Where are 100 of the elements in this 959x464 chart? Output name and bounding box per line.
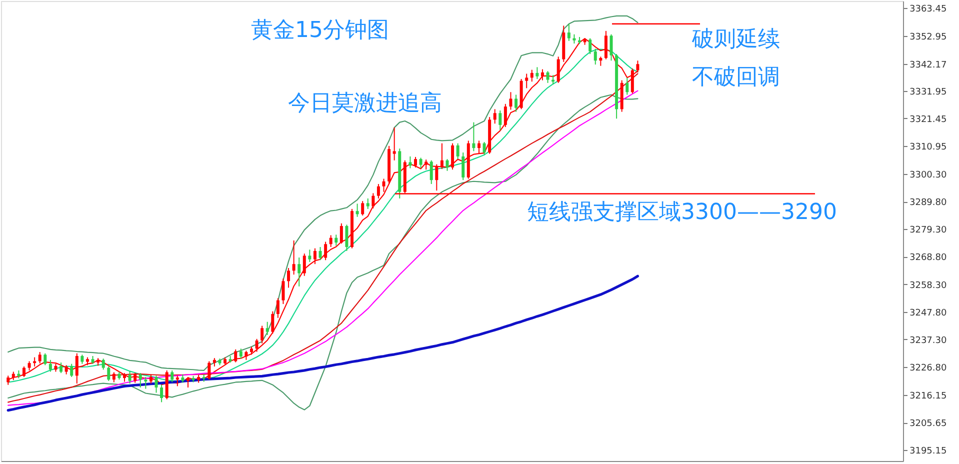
candlestick xyxy=(44,352,47,366)
candlestick xyxy=(493,108,496,124)
candlestick xyxy=(28,360,31,371)
candlestick xyxy=(626,77,629,96)
y-tick-label: 3310.95 xyxy=(910,142,947,153)
candlestick xyxy=(329,234,332,248)
ref-line-label: 短线强支撑区域3300——3290 xyxy=(527,200,837,225)
candlestick xyxy=(382,178,386,192)
candlestick xyxy=(334,234,338,246)
line-series xyxy=(6,274,640,412)
candlestick xyxy=(424,159,428,170)
candlestick xyxy=(514,94,518,112)
candlestick xyxy=(392,127,396,161)
candlestick xyxy=(64,364,68,375)
candlestick xyxy=(260,325,264,344)
y-tick-label: 3279.30 xyxy=(910,226,947,236)
candlestick xyxy=(451,142,454,170)
candlestick xyxy=(38,352,42,364)
candlestick xyxy=(138,372,142,388)
candlestick xyxy=(154,375,158,394)
y-tick-label: 3237.30 xyxy=(910,336,947,346)
candlestick xyxy=(313,248,316,265)
candlestick xyxy=(282,278,285,304)
y-tick-label: 3226.80 xyxy=(910,364,947,374)
y-tick-label: 3363.45 xyxy=(910,4,947,15)
candlestick xyxy=(276,298,280,318)
candlestick xyxy=(588,38,592,55)
candlestick xyxy=(472,122,476,152)
y-tick-label: 3331.95 xyxy=(910,87,947,98)
candlestick xyxy=(435,164,438,192)
candlestick xyxy=(356,203,359,218)
candlestick xyxy=(302,253,306,276)
candlestick xyxy=(244,350,248,360)
candlestick xyxy=(361,200,364,216)
y-tick-label: 3268.80 xyxy=(910,253,947,264)
y-tick-label: 3321.45 xyxy=(910,114,947,125)
candlestick xyxy=(504,103,507,128)
candlestick xyxy=(60,362,63,374)
candlestick xyxy=(530,69,534,82)
y-tick-label: 3216.15 xyxy=(910,391,947,402)
candlestick xyxy=(345,224,348,252)
candlestick xyxy=(372,192,375,209)
candlestick xyxy=(572,34,576,44)
candlestick xyxy=(70,363,74,378)
candlestick xyxy=(594,48,597,66)
candlestick xyxy=(482,141,486,156)
candlestick xyxy=(48,359,52,372)
text: 黄金15分钟图 xyxy=(251,18,389,43)
candlestick xyxy=(440,142,444,170)
candlestick xyxy=(366,198,370,210)
candlestick xyxy=(462,152,465,181)
candlestick xyxy=(80,354,84,364)
candlestick xyxy=(239,348,242,360)
candlestick xyxy=(128,370,132,384)
candlestick xyxy=(567,23,570,42)
candlestick xyxy=(107,366,110,382)
y-tick-label: 3289.80 xyxy=(910,198,947,208)
candlestick xyxy=(170,370,174,383)
candlestick xyxy=(546,70,550,84)
candlestick xyxy=(599,56,602,66)
y-tick-label: 3258.30 xyxy=(910,280,947,291)
candlestick xyxy=(536,66,539,80)
candlestick xyxy=(318,246,322,261)
candlestick xyxy=(292,240,296,276)
candlestick xyxy=(298,257,301,287)
candlestick xyxy=(266,321,269,336)
y-tick-label: 3352.95 xyxy=(910,32,947,42)
candlestick xyxy=(430,160,433,184)
candlestick xyxy=(160,384,164,403)
candlestick xyxy=(456,142,460,160)
candlestick xyxy=(144,376,148,390)
annotation: 今日莫激进追高 xyxy=(288,91,442,116)
candlestick xyxy=(610,34,613,62)
candlestick xyxy=(630,68,634,94)
candlestick xyxy=(208,360,211,380)
candlestick xyxy=(419,157,422,169)
candlestick xyxy=(340,222,343,244)
y-tick-label: 3300.30 xyxy=(910,170,947,181)
y-tick-label: 3247.80 xyxy=(910,308,947,318)
candlestick xyxy=(22,366,26,378)
candlestick xyxy=(408,156,412,169)
candlestick xyxy=(255,338,258,352)
candlestick xyxy=(540,68,544,81)
candlestick xyxy=(234,348,238,363)
candlestick xyxy=(498,110,502,131)
candlestick xyxy=(477,140,480,154)
candlestick xyxy=(287,268,290,288)
candlestick xyxy=(509,92,512,110)
candlestick xyxy=(308,249,312,262)
candlestick xyxy=(324,241,328,261)
candlestick xyxy=(376,184,380,199)
y-tick-label: 3205.65 xyxy=(910,419,947,430)
y-tick-label: 3195.15 xyxy=(910,446,947,457)
y-tick-label: 3342.17 xyxy=(910,60,947,71)
candlestick xyxy=(102,358,105,370)
candlestick xyxy=(112,372,116,383)
candlestick xyxy=(525,73,528,89)
candlestick xyxy=(271,310,274,334)
candlestick xyxy=(414,156,417,168)
candlestick xyxy=(33,356,36,367)
